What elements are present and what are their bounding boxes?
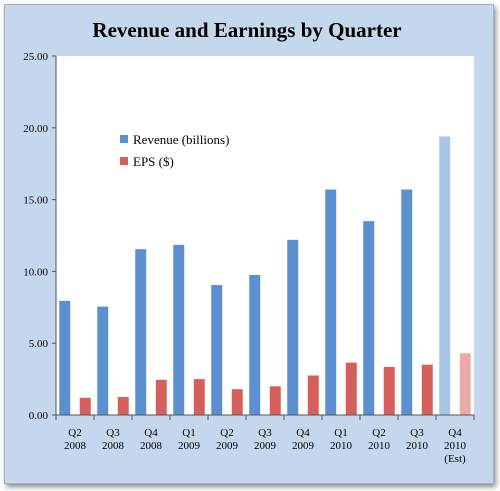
revenue-bar: [439, 136, 451, 415]
x-tick-label: 2009: [216, 440, 239, 452]
revenue-bar: [401, 189, 413, 415]
x-tick-label: 2008: [102, 440, 125, 452]
legend-label: EPS ($): [133, 154, 174, 169]
x-tick-label: Q2: [372, 427, 385, 439]
eps-bar: [269, 386, 281, 415]
x-tick-label: 2009: [178, 440, 201, 452]
x-tick-label: Q1: [334, 427, 347, 439]
x-tick-label: Q4: [448, 427, 462, 439]
revenue-bar: [173, 244, 185, 415]
legend-label: Revenue (billions): [133, 132, 229, 147]
revenue-bar: [135, 249, 147, 415]
y-tick-label: 10.00: [23, 266, 48, 278]
x-tick-label: Q2: [220, 427, 233, 439]
x-tick-label: 2010: [444, 440, 467, 452]
eps-bar: [117, 397, 129, 415]
x-tick-label: Q2: [68, 427, 81, 439]
eps-bar: [193, 379, 205, 415]
eps-bar: [345, 362, 357, 415]
x-tick-label: 2009: [254, 440, 277, 452]
x-tick-label: Q3: [258, 427, 272, 439]
revenue-bar: [325, 189, 337, 415]
x-tick-label: 2010: [406, 440, 429, 452]
y-tick-label: 0.00: [29, 410, 49, 422]
x-tick-label: 2010: [330, 440, 353, 452]
y-tick-label: 5.00: [29, 338, 49, 350]
eps-bar: [459, 353, 471, 415]
x-tick-label: 2009: [292, 440, 315, 452]
eps-bar: [79, 397, 91, 415]
bars: [59, 136, 471, 415]
legend-swatch: [120, 135, 128, 143]
eps-bar: [383, 366, 395, 415]
y-tick-label: 20.00: [23, 123, 48, 135]
eps-bar: [155, 379, 167, 415]
x-tick-label: Q3: [106, 427, 120, 439]
revenue-bar: [363, 221, 375, 415]
x-tick-label: 2010: [368, 440, 391, 452]
eps-bar: [307, 375, 319, 415]
revenue-bar: [59, 300, 71, 415]
y-tick-label: 25.00: [23, 51, 48, 63]
eps-bar: [231, 389, 243, 415]
revenue-bar: [211, 285, 223, 415]
x-tick-label: 2008: [64, 440, 87, 452]
x-axis: Q22008Q32008Q42008Q12009Q22009Q32009Q420…: [55, 414, 475, 465]
revenue-bar: [249, 274, 261, 415]
y-axis: 0.00 5.00 10.00 15.00 20.00 25.00: [23, 51, 57, 422]
legend: Revenue (billions) EPS ($): [120, 132, 229, 169]
revenue-bar: [97, 306, 109, 415]
x-tick-label: 2008: [140, 440, 163, 452]
x-tick-label: Q3: [410, 427, 424, 439]
x-tick-label: (Est): [444, 453, 466, 465]
eps-bar: [421, 364, 433, 415]
y-tick-label: 15.00: [23, 195, 48, 207]
x-tick-label: Q1: [182, 427, 195, 439]
x-tick-label: Q4: [144, 427, 158, 439]
chart-title: Revenue and Earnings by Quarter: [92, 18, 401, 42]
legend-swatch: [120, 157, 128, 165]
x-tick-label: Q4: [296, 427, 310, 439]
revenue-bar: [287, 239, 299, 415]
